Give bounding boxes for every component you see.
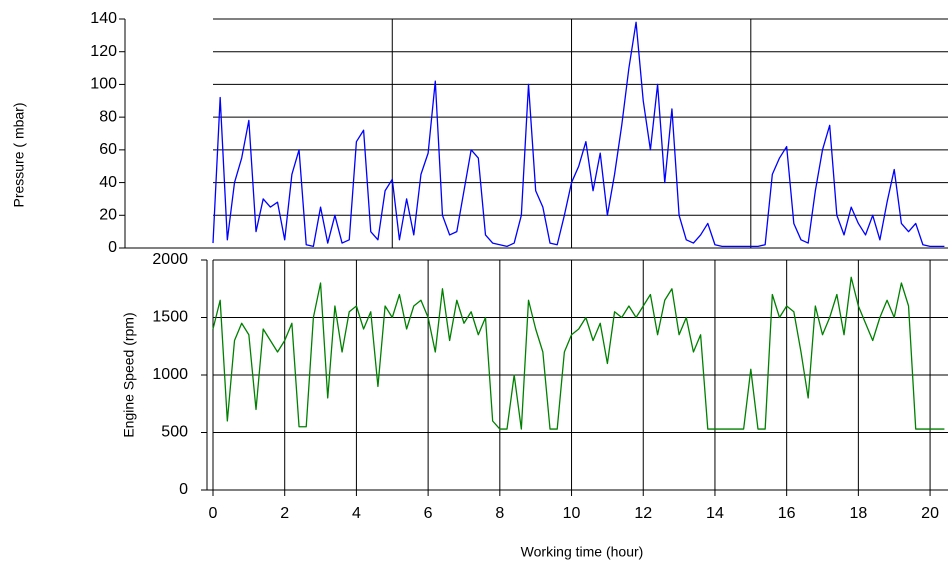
y-tick-label: 140 bbox=[90, 10, 117, 27]
x-tick-label: 16 bbox=[778, 505, 796, 522]
y-axis-label: Engine Speed (rpm) bbox=[121, 312, 137, 437]
y-tick-label: 1000 bbox=[152, 366, 188, 383]
y-tick-label: 80 bbox=[99, 108, 117, 125]
y-tick-label: 120 bbox=[90, 43, 117, 60]
x-tick-label: 2 bbox=[280, 505, 289, 522]
y-tick-label: 0 bbox=[179, 481, 188, 498]
data-line bbox=[212, 21, 945, 248]
y-tick-label: 1500 bbox=[152, 309, 188, 326]
x-tick-label: 6 bbox=[424, 505, 433, 522]
y-tick-label: 40 bbox=[99, 174, 117, 191]
y-tick-label: 20 bbox=[99, 207, 117, 224]
x-tick-label: 20 bbox=[921, 505, 939, 522]
y-axis-label: Pressure ( mbar) bbox=[11, 102, 27, 207]
x-tick-label: 0 bbox=[209, 505, 218, 522]
x-tick-label: 8 bbox=[495, 505, 504, 522]
y-tick-label: 60 bbox=[99, 141, 117, 158]
y-tick-label: 0 bbox=[108, 239, 117, 256]
x-tick-label: 12 bbox=[634, 505, 652, 522]
x-tick-label: 4 bbox=[352, 505, 361, 522]
y-tick-label: 500 bbox=[161, 424, 188, 441]
x-tick-label: 10 bbox=[563, 505, 581, 522]
x-tick-label: 18 bbox=[849, 505, 867, 522]
y-tick-label: 100 bbox=[90, 76, 117, 93]
data-line bbox=[212, 276, 945, 430]
x-axis-label: Working time (hour) bbox=[521, 544, 644, 560]
y-tick-label: 2000 bbox=[152, 251, 188, 268]
x-tick-label: 14 bbox=[706, 505, 724, 522]
